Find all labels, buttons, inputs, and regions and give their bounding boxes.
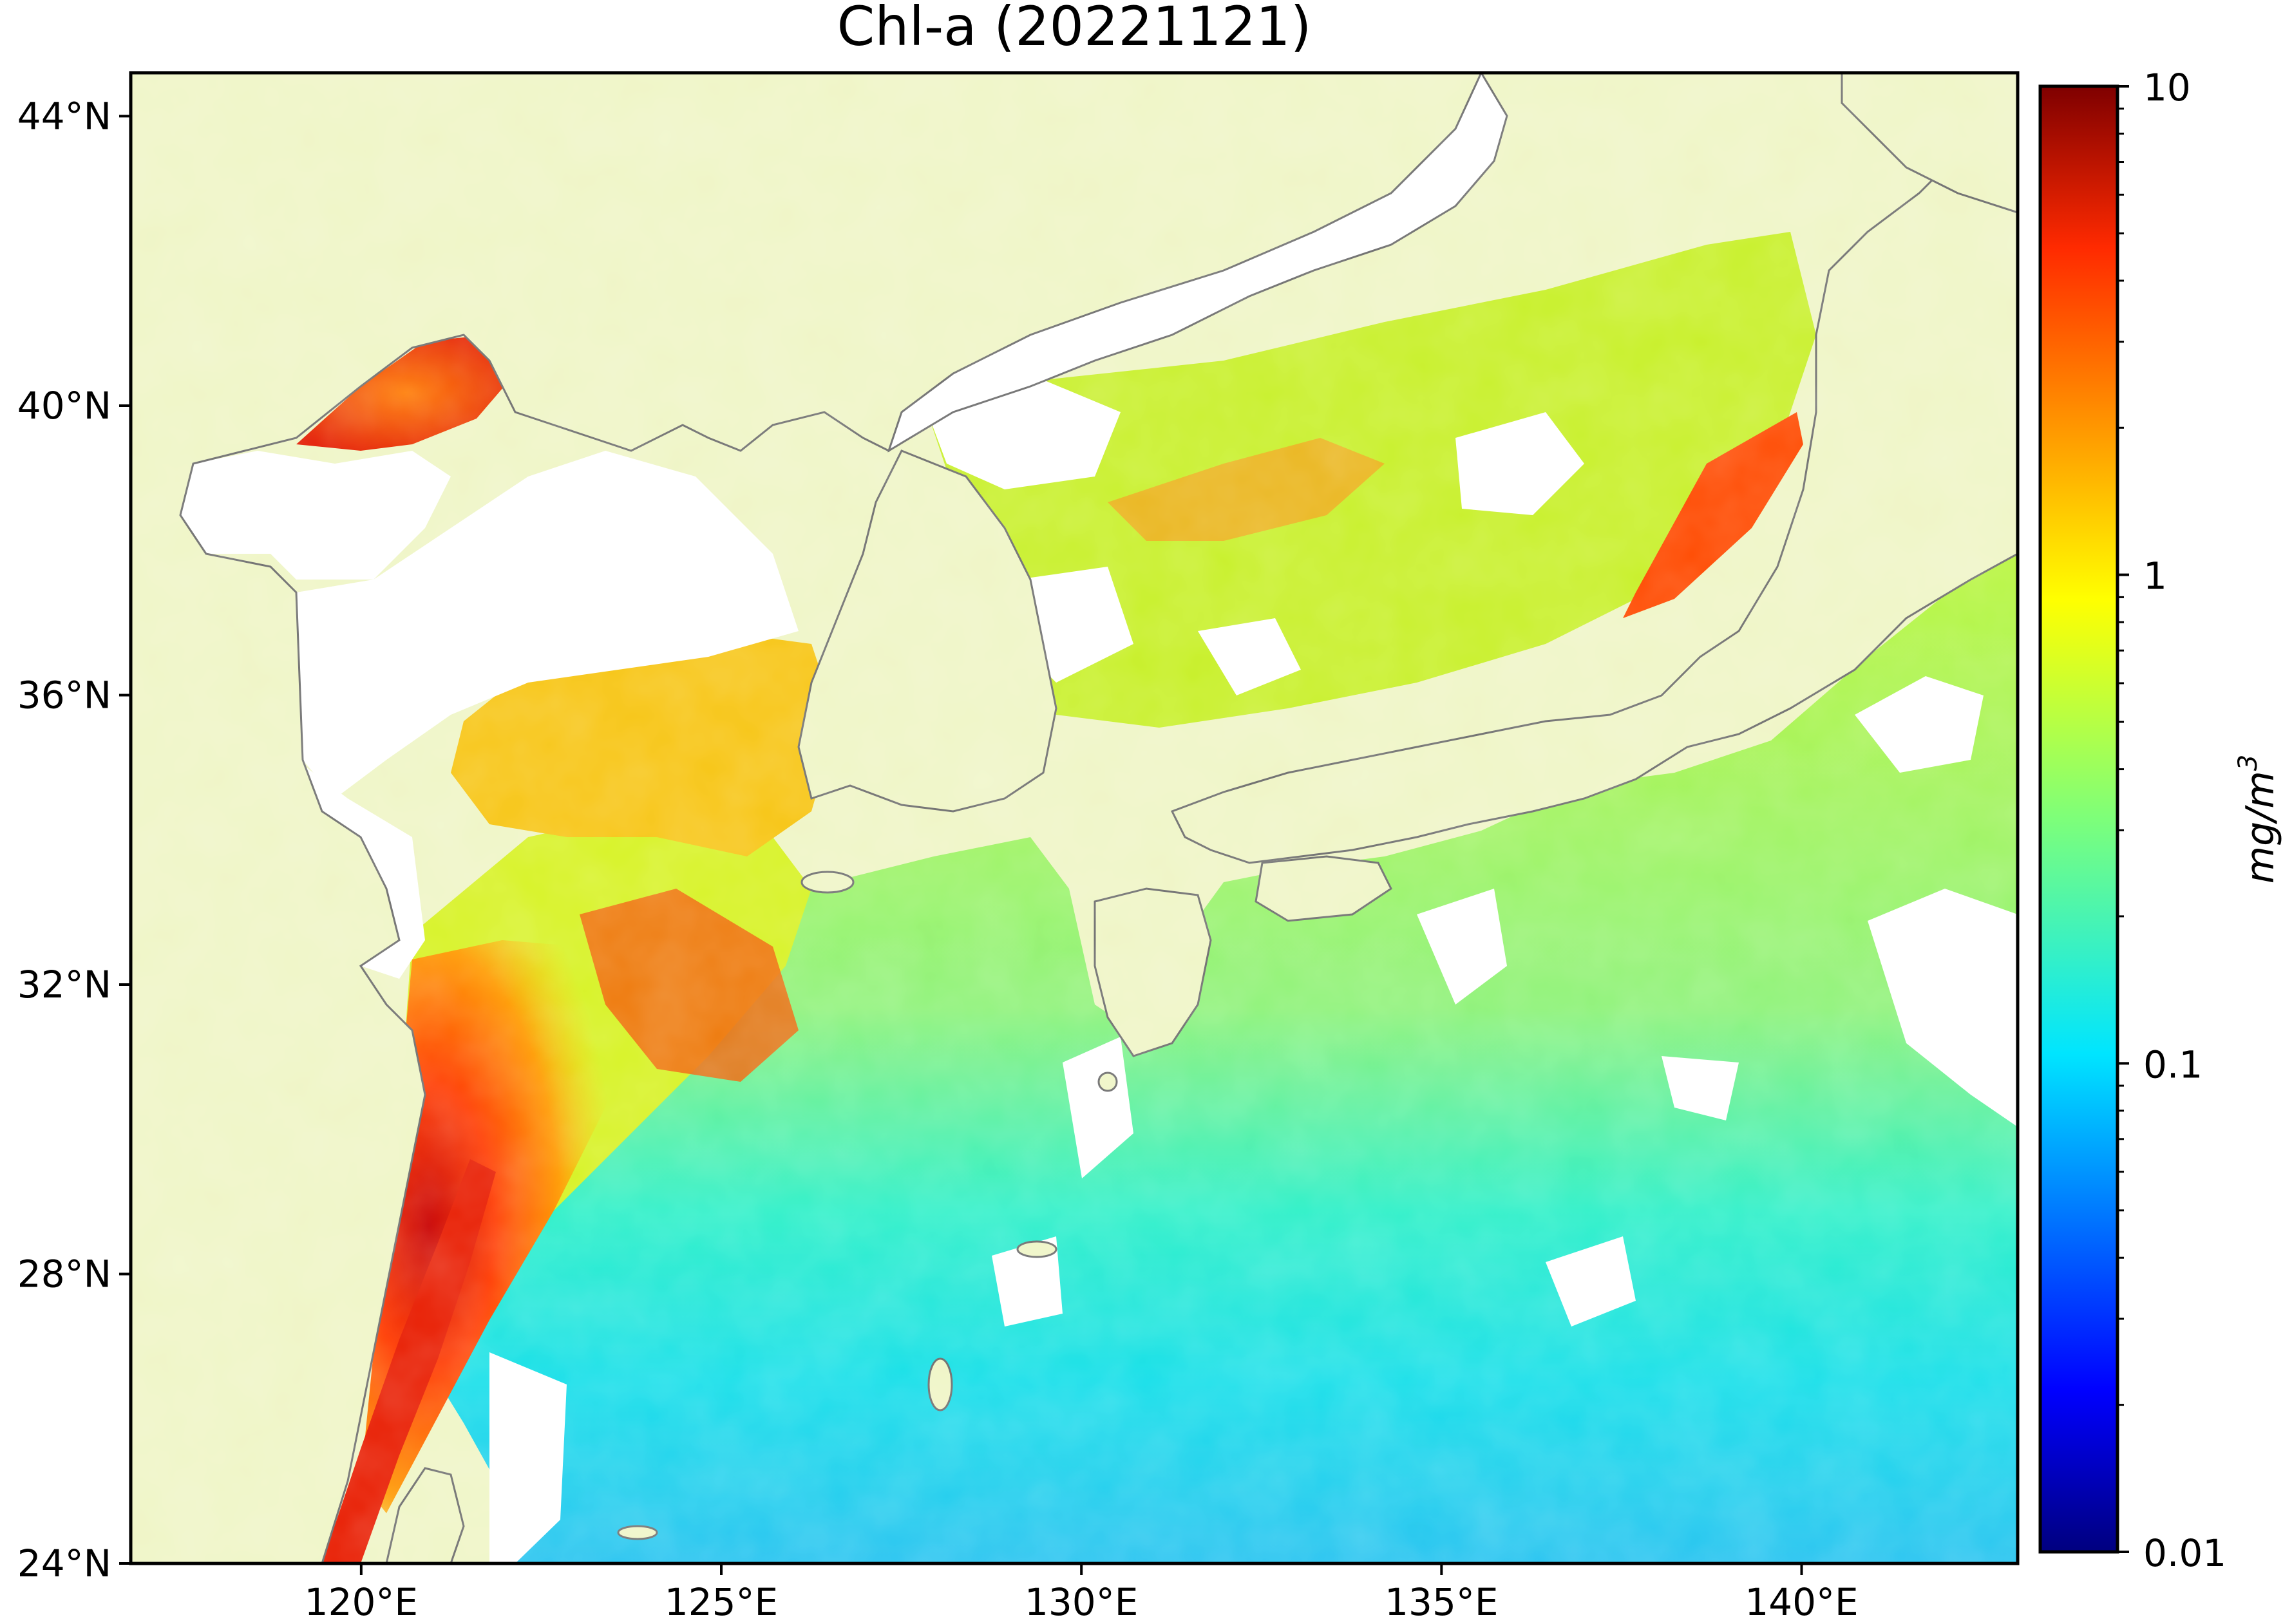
colorbar-frame: [2038, 84, 2119, 1554]
latitude-tick-label: 28°N: [17, 1252, 111, 1296]
texture-overlay: [131, 73, 2018, 1563]
colorbar-tick-label: 0.1: [2143, 1043, 2202, 1086]
map-frame: [129, 71, 2020, 1565]
colorbar-label: mg/m3: [2233, 755, 2283, 884]
latitude-tick-label: 36°N: [17, 673, 111, 717]
longitude-tick-label: 120°E: [305, 1580, 418, 1624]
latitude-tick-label: 44°N: [17, 94, 111, 138]
map-panel: [131, 73, 2018, 1563]
latitude-tick-label: 40°N: [17, 384, 111, 428]
colorbar-tick-label: 0.01: [2143, 1531, 2226, 1575]
latitude-axis: 24°N 28°N 32°N 36°N 40°N 44°N: [17, 94, 131, 1585]
latitude-tick-label: 24°N: [17, 1542, 111, 1585]
colorbar-tick-label: 10: [2143, 66, 2191, 109]
latitude-tick-label: 32°N: [17, 963, 111, 1006]
longitude-tick-label: 130°E: [1025, 1580, 1138, 1624]
longitude-tick-label: 125°E: [665, 1580, 778, 1624]
colorbar-ticks: 10 1 0.1 0.01: [2117, 66, 2226, 1575]
longitude-axis: 120°E 125°E 130°E 135°E 140°E: [305, 1563, 1859, 1624]
map-title: Chl-a (20221121): [837, 0, 1312, 58]
longitude-tick-label: 140°E: [1745, 1580, 1858, 1624]
colorbar: 10 1 0.1 0.01 mg/m3: [2038, 66, 2283, 1575]
longitude-tick-label: 135°E: [1385, 1580, 1498, 1624]
colorbar-tick-label: 1: [2143, 554, 2167, 598]
colorbar-gradient: [2040, 86, 2117, 1552]
